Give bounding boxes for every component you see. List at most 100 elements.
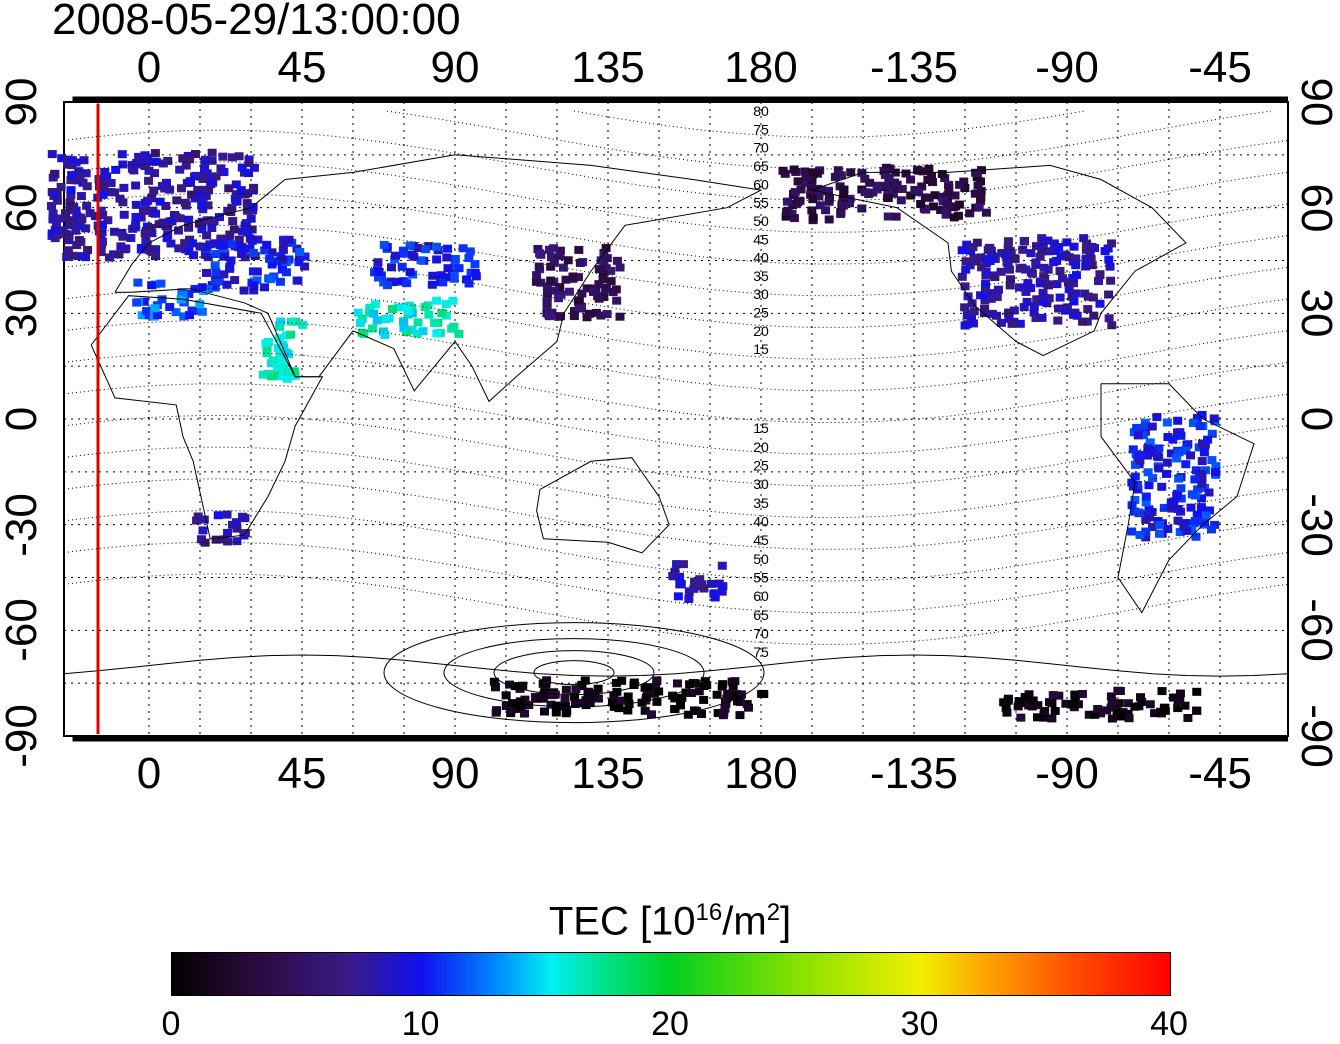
tec-pixel (150, 304, 160, 313)
tec-pixel (396, 277, 406, 286)
tec-pixel (387, 305, 397, 314)
tec-pixel (883, 194, 893, 203)
tec-pixel (231, 518, 241, 527)
tec-pixel (61, 230, 71, 239)
tec-pixel (888, 189, 898, 198)
tec-pixel (200, 165, 210, 174)
tec-pixel (962, 311, 972, 320)
contour-label: 65 (753, 158, 769, 174)
tec-pixel (548, 691, 558, 700)
tec-pixel (72, 241, 82, 250)
tec-pixel (74, 167, 84, 176)
tec-pixel (79, 156, 89, 165)
tec-pixel (300, 262, 310, 271)
tec-pixel (249, 163, 259, 172)
tec-pixel (781, 212, 791, 221)
tec-pixel (561, 275, 571, 284)
tec-pixel (788, 201, 798, 210)
tec-pixel (63, 160, 73, 169)
tec-pixel (184, 247, 194, 256)
tec-pixel (1024, 701, 1034, 710)
tec-pixel (561, 685, 571, 694)
tec-pixel (175, 214, 185, 223)
tec-pixel (1107, 321, 1117, 330)
tec-pixel (1145, 438, 1155, 447)
tec-pixel (1064, 285, 1074, 294)
tec-pixel (606, 277, 616, 286)
tec-pixel (806, 183, 816, 192)
x-tick-label-bottom: 135 (571, 749, 645, 798)
tec-pixel (96, 206, 106, 215)
tec-pixel (1136, 693, 1146, 702)
tec-pixel (1166, 449, 1176, 458)
tec-pixel (1068, 279, 1078, 288)
tec-pixel (165, 217, 175, 226)
tec-pixel (1127, 501, 1137, 510)
tec-pixel (675, 572, 685, 581)
tec-pixel (1154, 444, 1164, 453)
tec-pixel (185, 155, 195, 164)
tec-pixel (63, 246, 73, 255)
tec-pixel (1145, 446, 1155, 455)
tec-pixel (1154, 464, 1164, 473)
tec-pixel (189, 251, 199, 260)
tec-pixel (365, 303, 375, 312)
tec-pixel (790, 188, 800, 197)
tec-pixel (1183, 713, 1193, 722)
tec-pixel (996, 267, 1006, 276)
tec-pixel (607, 698, 617, 707)
tec-pixel (294, 258, 304, 267)
tec-pixel (1127, 527, 1137, 536)
tec-pixel (1061, 699, 1071, 708)
tec-pixel (518, 681, 528, 690)
tec-pixel (276, 317, 286, 326)
tec-pixel (1144, 513, 1154, 522)
tec-pixel (549, 244, 559, 253)
tec-pixel (546, 276, 556, 285)
tec-pixel (551, 701, 561, 710)
tec-pixel (81, 253, 91, 262)
tec-pixel (1138, 431, 1148, 440)
tec-pixel (986, 294, 996, 303)
tec-pixel (985, 243, 995, 252)
tec-pixel (1124, 714, 1134, 723)
tec-pixel (154, 220, 164, 229)
tec-pixel (157, 295, 167, 304)
tec-pixel (941, 206, 951, 215)
tec-pixel (1186, 503, 1196, 512)
tec-pixel (801, 173, 811, 182)
tec-pixel (1063, 278, 1073, 287)
tec-pixel (695, 575, 705, 584)
tec-pixel (1039, 272, 1049, 281)
tec-pixel (1144, 481, 1154, 490)
tec-pixel (198, 174, 208, 183)
tec-pixel (1197, 479, 1207, 488)
tec-pixel (727, 677, 737, 686)
tec-pixel (190, 284, 200, 293)
tec-pixel (1002, 708, 1012, 717)
magnetic-contours (63, 110, 1289, 724)
contour-line (63, 510, 1289, 582)
tec-pixel (598, 270, 608, 279)
tec-pixel (131, 220, 141, 229)
tec-pixel (647, 710, 657, 719)
tec-pixel (424, 310, 434, 319)
tec-pixel (1010, 254, 1020, 263)
x-tick-label-bottom: -135 (869, 749, 959, 798)
tec-pixel (588, 287, 598, 296)
tec-pixel (173, 226, 183, 235)
tec-pixel (787, 210, 797, 219)
tec-pixel (207, 156, 217, 165)
tec-pixel (594, 265, 604, 274)
tec-pixel (838, 201, 848, 210)
tec-pixel (1180, 701, 1190, 710)
tec-pixel (48, 215, 58, 224)
tec-pixel (176, 184, 186, 193)
tec-pixel (180, 239, 190, 248)
tec-pixel (574, 296, 584, 305)
coastline (1100, 383, 1255, 614)
tec-pixel (821, 206, 831, 215)
contour-ring (533, 660, 615, 686)
tec-pixel (942, 200, 952, 209)
tec-pixel (242, 199, 252, 208)
